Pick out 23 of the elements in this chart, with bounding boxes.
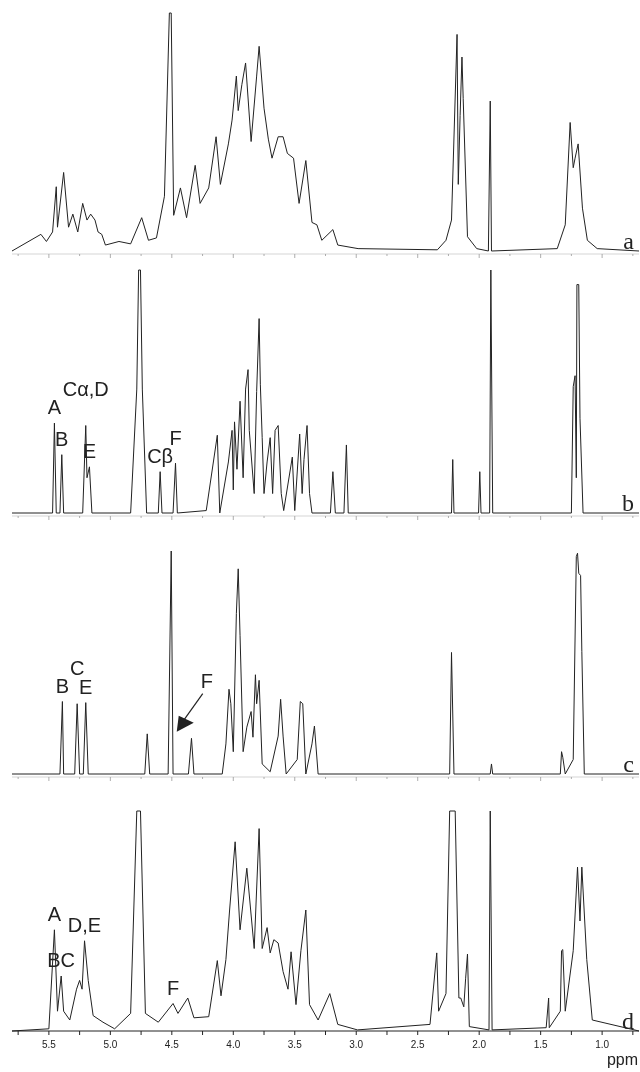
x-tick-label: 4.5 bbox=[164, 1039, 180, 1050]
annotation: F bbox=[166, 976, 180, 999]
annotation: A bbox=[47, 396, 62, 419]
text: c bbox=[623, 751, 634, 777]
annotation: B bbox=[55, 427, 69, 450]
annotation: Cα,D bbox=[62, 378, 109, 401]
x-tick-label: 2.5 bbox=[410, 1039, 426, 1050]
x-tick-label: 1.0 bbox=[595, 1039, 610, 1050]
annotation: B bbox=[55, 674, 70, 697]
x-tick-label: 4.0 bbox=[226, 1039, 241, 1050]
x-tick-label: 1.5 bbox=[533, 1039, 549, 1050]
x-tick-label: 2.0 bbox=[472, 1039, 487, 1050]
x-axis-title: ppm bbox=[606, 1051, 638, 1068]
text: b bbox=[622, 490, 634, 516]
x-tick-label: 5.5 bbox=[41, 1039, 57, 1050]
annotation: F bbox=[200, 669, 213, 692]
x-tick-label: 3.5 bbox=[287, 1039, 303, 1050]
x-tick-label: 3.0 bbox=[349, 1039, 364, 1050]
annotation: A bbox=[47, 902, 62, 925]
annotation: D,E bbox=[67, 913, 102, 936]
text: d bbox=[622, 1008, 634, 1034]
x-tick-label: 5.0 bbox=[103, 1039, 118, 1050]
text: a bbox=[623, 228, 635, 254]
